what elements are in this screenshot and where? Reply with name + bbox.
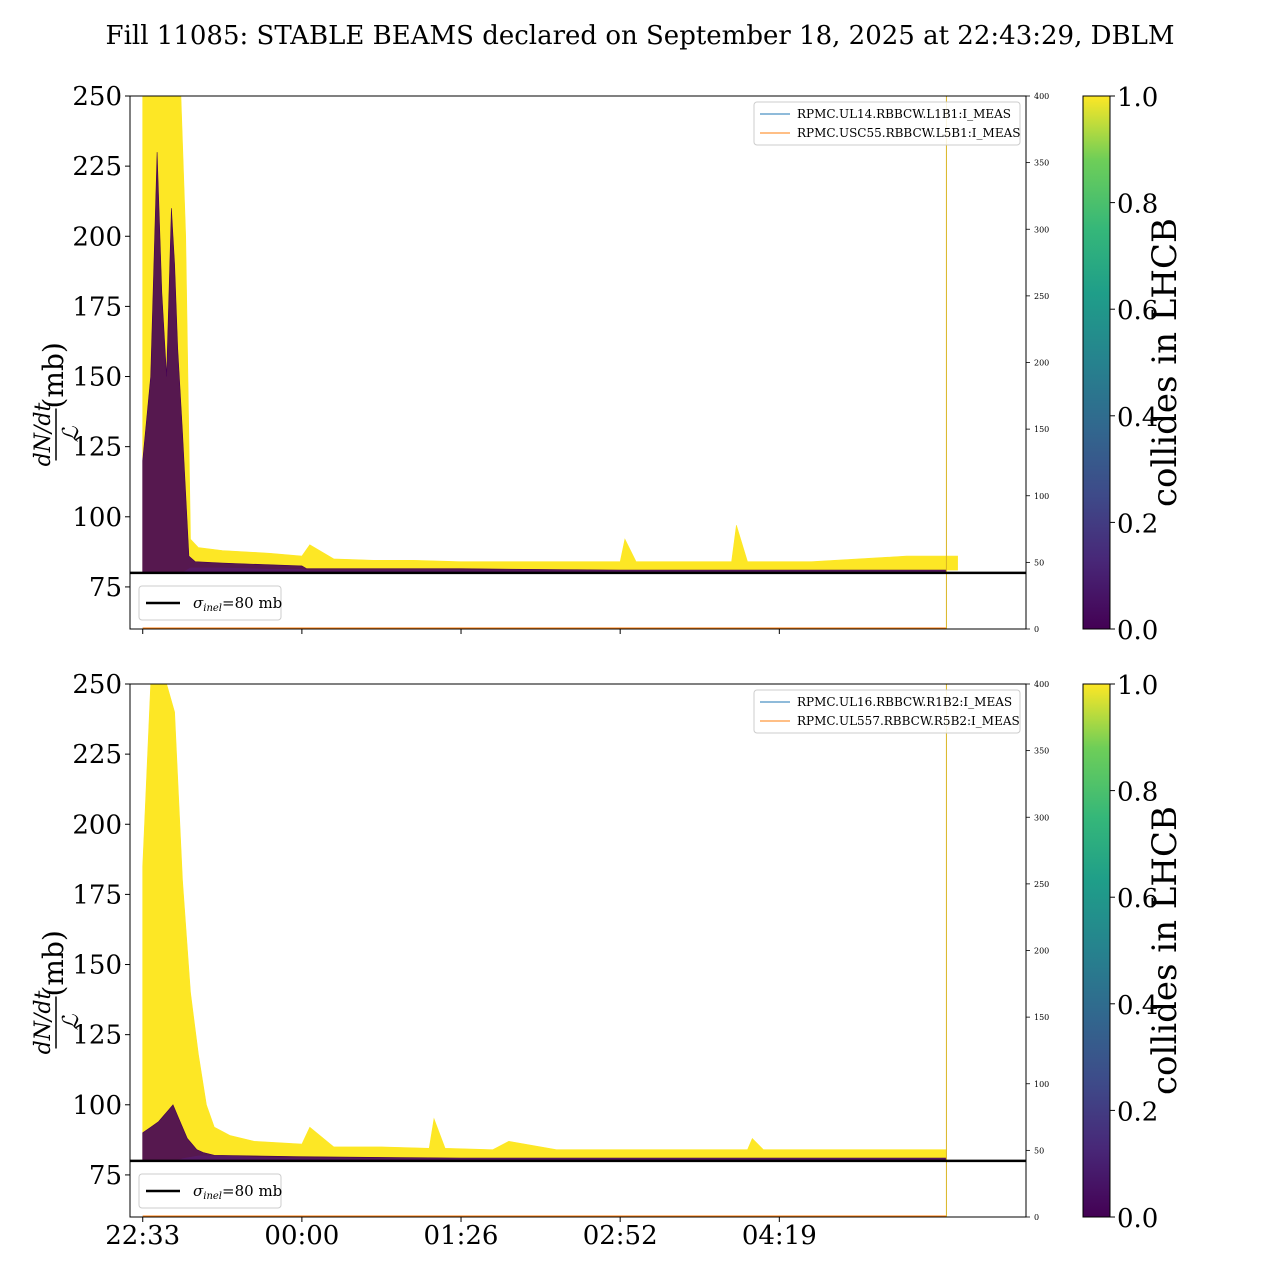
secondary-tick-label: 150 xyxy=(1034,1013,1049,1022)
y-tick-label: 225 xyxy=(72,152,122,182)
secondary-tick-label: 100 xyxy=(1034,1080,1049,1089)
y-tick-label: 125 xyxy=(72,433,122,463)
sigma-value: =80 mb xyxy=(222,1182,282,1200)
secondary-tick-label: 50 xyxy=(1034,1146,1044,1155)
series-band-collides xyxy=(142,96,958,574)
colorbar-label: collides in LHCB xyxy=(1145,218,1185,507)
legend-entry: RPMC.UL16.RBBCW.R1B2:I_MEAS xyxy=(797,695,1012,709)
secondary-tick-label: 50 xyxy=(1034,558,1044,567)
y-tick-label: 200 xyxy=(72,222,122,252)
colorbar-tick-label: 0.0 xyxy=(1117,616,1158,646)
colorbar-tick-label: 0.4 xyxy=(1117,991,1158,1021)
colorbar-tick-label: 0.6 xyxy=(1117,296,1158,326)
secondary-tick-label: 200 xyxy=(1034,947,1049,956)
sigma-value: =80 mb xyxy=(222,594,282,612)
secondary-tick-label: 200 xyxy=(1034,359,1049,368)
plot-area xyxy=(142,96,958,629)
x-tick-label: 22:33 xyxy=(105,1221,180,1251)
legend-entry: RPMC.UL557.RBBCW.R5B2:I_MEAS xyxy=(797,714,1020,728)
secondary-tick-label: 350 xyxy=(1034,159,1049,168)
figure-title: Fill 11085: STABLE BEAMS declared on Sep… xyxy=(106,21,1175,51)
y-tick-label: 175 xyxy=(72,880,122,910)
sigma-symbol: σ xyxy=(193,1182,204,1200)
series-legend: RPMC.UL16.RBBCW.R1B2:I_MEAS RPMC.UL557.RB… xyxy=(753,689,1021,734)
reference-legend-label: σinel=80 mb xyxy=(193,594,282,614)
colorbar-tick-label: 1.0 xyxy=(1117,83,1158,113)
series-band-collides xyxy=(142,684,947,1162)
y-label-numerator: dN/dt xyxy=(31,403,56,467)
colorbar-gradient xyxy=(1082,95,1111,630)
reference-legend: σinel=80 mb xyxy=(138,1173,282,1209)
x-tick-label: 00:00 xyxy=(264,1221,339,1251)
colorbar-tick-label: 0.6 xyxy=(1117,884,1158,914)
plot-area xyxy=(142,684,947,1217)
y-tick-label: 100 xyxy=(72,1091,122,1121)
legend-box xyxy=(753,101,1021,146)
reference-legend: σinel=80 mb xyxy=(138,585,282,621)
y-axis-label: dN/dt ℒ (mb) xyxy=(31,930,84,1054)
y-label-unit: (mb) xyxy=(37,342,70,408)
y-label-denominator: ℒ xyxy=(59,1013,84,1030)
top-panel: 75 100 125 150 175 200 225 250 0 50 100 150 200 250 30… xyxy=(31,82,1185,646)
colorbar-gradient xyxy=(1082,683,1111,1218)
legend-box xyxy=(753,689,1021,734)
axes-frame xyxy=(129,683,1027,1218)
secondary-tick-label: 100 xyxy=(1034,492,1049,501)
secondary-tick-label: 300 xyxy=(1034,225,1049,234)
sigma-subscript: inel xyxy=(203,603,222,614)
colorbar-tick-label: 1.0 xyxy=(1117,671,1158,701)
secondary-tick-label: 400 xyxy=(1034,680,1049,689)
secondary-tick-label: 350 xyxy=(1034,747,1049,756)
legend-entry: RPMC.USC55.RBBCW.L5B1:I_MEAS xyxy=(797,126,1020,140)
y-tick-label: 125 xyxy=(72,1021,122,1051)
secondary-tick-label: 300 xyxy=(1034,813,1049,822)
y-tick-label: 200 xyxy=(72,810,122,840)
colorbar: 0.0 0.2 0.4 0.6 0.8 1.0 collides in LHCB xyxy=(1082,671,1185,1234)
y-label-numerator: dN/dt xyxy=(31,991,56,1055)
secondary-tick-label: 0 xyxy=(1034,1213,1039,1222)
axes-frame xyxy=(129,95,1027,630)
colorbar-tick-label: 0.2 xyxy=(1117,509,1158,539)
colorbar: 0.0 0.2 0.4 0.6 0.8 1.0 collides in LHCB xyxy=(1082,83,1185,646)
y-tick-label: 100 xyxy=(72,503,122,533)
secondary-tick-label: 150 xyxy=(1034,425,1049,434)
y-tick-label: 75 xyxy=(89,573,122,603)
secondary-tick-label: 250 xyxy=(1034,880,1049,889)
colorbar-tick-label: 0.8 xyxy=(1117,778,1158,808)
y-axis-label: dN/dt ℒ (mb) xyxy=(31,342,84,466)
colorbar-tick-label: 0.4 xyxy=(1117,403,1158,433)
y-tick-label: 250 xyxy=(72,82,122,112)
reference-legend-label: σinel=80 mb xyxy=(193,1182,282,1202)
y-tick-label: 150 xyxy=(72,363,122,393)
secondary-tick-label: 0 xyxy=(1034,625,1039,634)
y-tick-label: 225 xyxy=(72,740,122,770)
legend-entry: RPMC.UL14.RBBCW.L1B1:I_MEAS xyxy=(797,107,1011,121)
series-legend: RPMC.UL14.RBBCW.L1B1:I_MEAS RPMC.USC55.RB… xyxy=(753,101,1021,146)
y-tick-label: 75 xyxy=(89,1161,122,1191)
secondary-tick-label: 250 xyxy=(1034,292,1049,301)
x-tick-label: 02:52 xyxy=(583,1221,658,1251)
secondary-tick-label: 400 xyxy=(1034,92,1049,101)
series-band-non-colliding xyxy=(142,152,947,574)
bottom-panel: 75 100 125 150 175 200 225 250 0 50 100 150 200 250 30… xyxy=(31,670,1185,1251)
reference-legend-box xyxy=(138,1173,282,1209)
x-tick-label: 04:19 xyxy=(742,1221,817,1251)
y-tick-label: 150 xyxy=(72,951,122,981)
colorbar-label: collides in LHCB xyxy=(1145,806,1185,1095)
sigma-symbol: σ xyxy=(193,594,204,612)
colorbar-tick-label: 0.0 xyxy=(1117,1204,1158,1234)
y-tick-label: 250 xyxy=(72,670,122,700)
y-label-unit: (mb) xyxy=(37,930,70,996)
y-tick-label: 175 xyxy=(72,292,122,322)
reference-legend-box xyxy=(138,585,282,621)
colorbar-tick-label: 0.2 xyxy=(1117,1097,1158,1127)
colorbar-tick-label: 0.8 xyxy=(1117,190,1158,220)
y-label-denominator: ℒ xyxy=(59,425,84,442)
x-tick-label: 01:26 xyxy=(424,1221,499,1251)
sigma-subscript: inel xyxy=(203,1191,222,1202)
